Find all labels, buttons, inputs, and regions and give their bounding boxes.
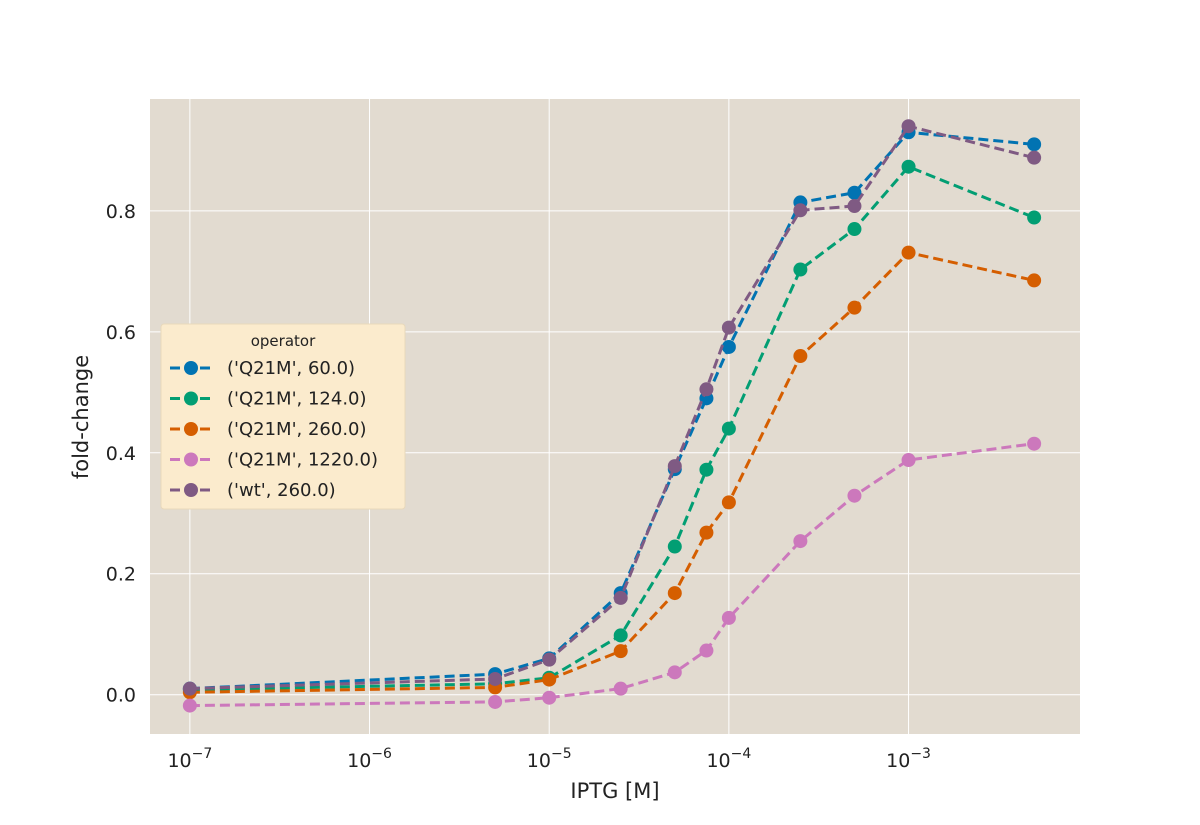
- data-point: [1027, 210, 1042, 225]
- data-point: [542, 690, 557, 705]
- data-point: [1027, 436, 1042, 451]
- data-point: [699, 525, 714, 540]
- data-point: [1027, 137, 1042, 152]
- data-point: [613, 644, 628, 659]
- legend-marker: [184, 422, 198, 436]
- data-point: [901, 453, 916, 468]
- data-point: [613, 590, 628, 605]
- data-point: [613, 628, 628, 643]
- y-tick-label: 0.2: [106, 564, 136, 586]
- data-point: [182, 681, 197, 696]
- y-axis-label: fold-change: [69, 355, 93, 479]
- legend-title: operator: [251, 332, 316, 350]
- series: [182, 436, 1042, 713]
- y-tick-label: 0.6: [106, 322, 136, 344]
- x-tick-label: 10−7: [167, 746, 212, 772]
- data-point: [721, 339, 736, 354]
- legend-item: ('Q21M', 1220.0): [170, 450, 378, 471]
- series: [182, 119, 1042, 696]
- y-tick-label: 0.4: [106, 443, 136, 465]
- x-tick-label: 10−4: [706, 746, 751, 772]
- data-point: [901, 159, 916, 174]
- data-point: [721, 421, 736, 436]
- data-point: [667, 459, 682, 474]
- legend-label: ('wt', 260.0): [227, 480, 336, 501]
- data-point: [613, 681, 628, 696]
- x-tick-label: 10−5: [527, 746, 572, 772]
- data-point: [542, 672, 557, 687]
- data-point: [542, 652, 557, 667]
- x-tick-label: 10−6: [347, 746, 392, 772]
- x-axis-label: IPTG [M]: [570, 779, 659, 803]
- data-point: [793, 534, 808, 549]
- data-point: [901, 245, 916, 260]
- data-point: [488, 694, 503, 709]
- data-point: [667, 586, 682, 601]
- legend-marker: [184, 483, 198, 497]
- series-line: [189, 164, 1035, 692]
- legend-items: ('Q21M', 60.0) ('Q21M', 124.0) ('Q21M', 26…: [170, 358, 378, 501]
- data-point: [721, 320, 736, 335]
- data-point: [901, 119, 916, 134]
- x-axis-ticks: 10−7 10−6 10−5 10−4 10−3: [167, 746, 931, 772]
- data-point: [847, 199, 862, 214]
- y-tick-label: 0.0: [106, 685, 136, 707]
- data-point: [847, 185, 862, 200]
- legend-marker: [184, 361, 198, 375]
- data-point: [699, 643, 714, 658]
- legend-label: ('Q21M', 60.0): [227, 358, 355, 379]
- data-point: [721, 610, 736, 625]
- y-tick-label: 0.8: [106, 201, 136, 223]
- legend-marker: [184, 391, 198, 406]
- data-point: [699, 382, 714, 397]
- data-point: [667, 665, 682, 680]
- data-point: [182, 698, 197, 713]
- legend-item: ('Q21M', 124.0): [170, 389, 367, 410]
- data-point: [793, 203, 808, 218]
- data-point: [793, 349, 808, 364]
- legend: operator ('Q21M', 60.0)('Q21M', 124.0)('…: [160, 323, 406, 510]
- data-point: [1027, 273, 1042, 288]
- x-tick-label: 10−3: [886, 746, 931, 772]
- data-point: [1027, 150, 1042, 165]
- data-point: [721, 495, 736, 510]
- legend-label: ('Q21M', 1220.0): [227, 450, 378, 471]
- legend-item: ('Q21M', 60.0): [170, 358, 355, 379]
- data-point: [793, 262, 808, 277]
- legend-marker: [184, 452, 198, 467]
- legend-label: ('Q21M', 124.0): [227, 389, 367, 410]
- data-point: [847, 222, 862, 237]
- series-layer: [182, 119, 1042, 713]
- data-point: [699, 462, 714, 477]
- data-point: [847, 300, 862, 315]
- y-axis-ticks: 0.0 0.2 0.4 0.6 0.8: [106, 201, 136, 707]
- legend-item: ('wt', 260.0): [170, 480, 336, 501]
- data-point: [667, 539, 682, 554]
- data-point: [488, 671, 503, 686]
- legend-box: [160, 323, 406, 510]
- data-point: [847, 488, 862, 503]
- legend-label: ('Q21M', 260.0): [227, 419, 367, 440]
- legend-item: ('Q21M', 260.0): [170, 419, 367, 440]
